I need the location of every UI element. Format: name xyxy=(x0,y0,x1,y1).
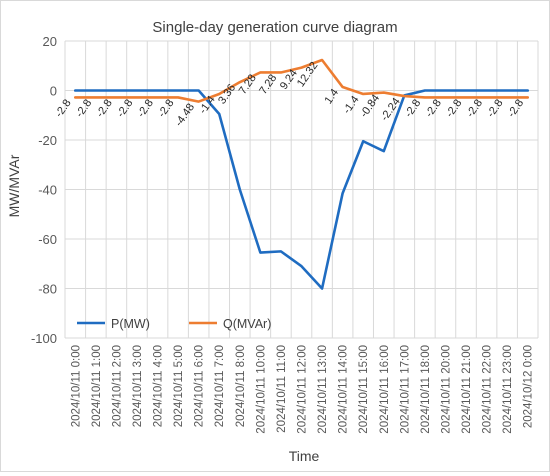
q-data-label: -2.8 xyxy=(94,97,115,119)
q-data-label: -4.48 xyxy=(173,101,197,128)
q-data-label: 1.4 xyxy=(322,87,341,106)
q-data-label: -2.8 xyxy=(74,97,95,119)
y-tick-label: -20 xyxy=(38,133,57,148)
y-tick-label: -80 xyxy=(38,282,57,297)
legend-label: P(MW) xyxy=(111,317,150,331)
x-tick-label: 2024/10/11 7:00 xyxy=(214,345,226,427)
x-tick-label: 2024/10/11 4:00 xyxy=(153,345,165,427)
legend-label: Q(MVAr) xyxy=(223,317,271,331)
x-tick-label: 2024/10/11 23:00 xyxy=(502,345,514,434)
x-tick-label: 2024/10/11 11:00 xyxy=(276,345,288,433)
x-tick-label: 2024/10/11 15:00 xyxy=(358,345,370,434)
y-tick-label: -100 xyxy=(31,331,57,346)
q-data-label: -2.8 xyxy=(403,97,424,119)
y-axis-label: MW/MVAr xyxy=(6,154,22,217)
x-tick-label: 2024/10/11 16:00 xyxy=(379,345,391,434)
y-tick-label: -40 xyxy=(38,183,57,198)
y-tick-label: 0 xyxy=(50,84,57,99)
x-tick-label: 2024/10/11 8:00 xyxy=(235,345,247,427)
x-tick-label: 2024/10/11 12:00 xyxy=(297,345,309,434)
q-data-label: -2.8 xyxy=(464,97,485,119)
q-data-label: -2.8 xyxy=(53,97,74,119)
x-tick-label: 2024/10/11 3:00 xyxy=(132,345,144,427)
x-tick-label: 2024/10/12 0:00 xyxy=(523,345,535,428)
data-labels: -2.8-2.8-2.8-2.8-2.8-2.8-4.48-1.43.367.2… xyxy=(53,60,526,129)
x-tick-label: 2024/10/11 2:00 xyxy=(111,345,123,427)
x-tick-label: 2024/10/11 20:00 xyxy=(440,345,452,434)
q-data-label: -2.8 xyxy=(485,97,506,119)
q-data-label: -2.8 xyxy=(115,97,136,119)
x-tick-label: 2024/10/11 1:00 xyxy=(91,345,103,427)
x-tick-label: 2024/10/11 17:00 xyxy=(399,345,411,434)
x-tick-label: 2024/10/11 14:00 xyxy=(338,345,350,434)
x-tick-label: 2024/10/11 5:00 xyxy=(173,345,185,427)
q-data-label: 7.28 xyxy=(257,72,279,96)
x-tick-label: 2024/10/11 22:00 xyxy=(482,345,494,434)
x-tick-label: 2024/10/11 13:00 xyxy=(317,345,329,434)
x-tick-label: 2024/10/11 6:00 xyxy=(194,345,206,427)
q-data-label: -2.8 xyxy=(156,97,177,119)
x-tick-label: 2024/10/11 10:00 xyxy=(255,345,267,434)
q-data-label: -2.8 xyxy=(135,97,156,119)
q-data-label: -2.8 xyxy=(444,97,465,119)
q-data-label: -2.8 xyxy=(423,97,444,119)
x-tick-label: 2024/10/11 0:00 xyxy=(70,345,82,427)
chart-title: Single-day generation curve diagram xyxy=(152,19,397,36)
series-lines xyxy=(75,60,528,289)
y-tick-label: 20 xyxy=(43,34,57,49)
q-data-label: -2.8 xyxy=(505,97,526,119)
x-tick-label: 2024/10/11 18:00 xyxy=(420,345,432,434)
y-tick-label: -60 xyxy=(38,232,57,247)
q-data-label: -1.4 xyxy=(197,94,218,116)
x-tick-label: 2024/10/11 21:00 xyxy=(461,345,473,434)
x-axis-label: Time xyxy=(289,448,320,464)
